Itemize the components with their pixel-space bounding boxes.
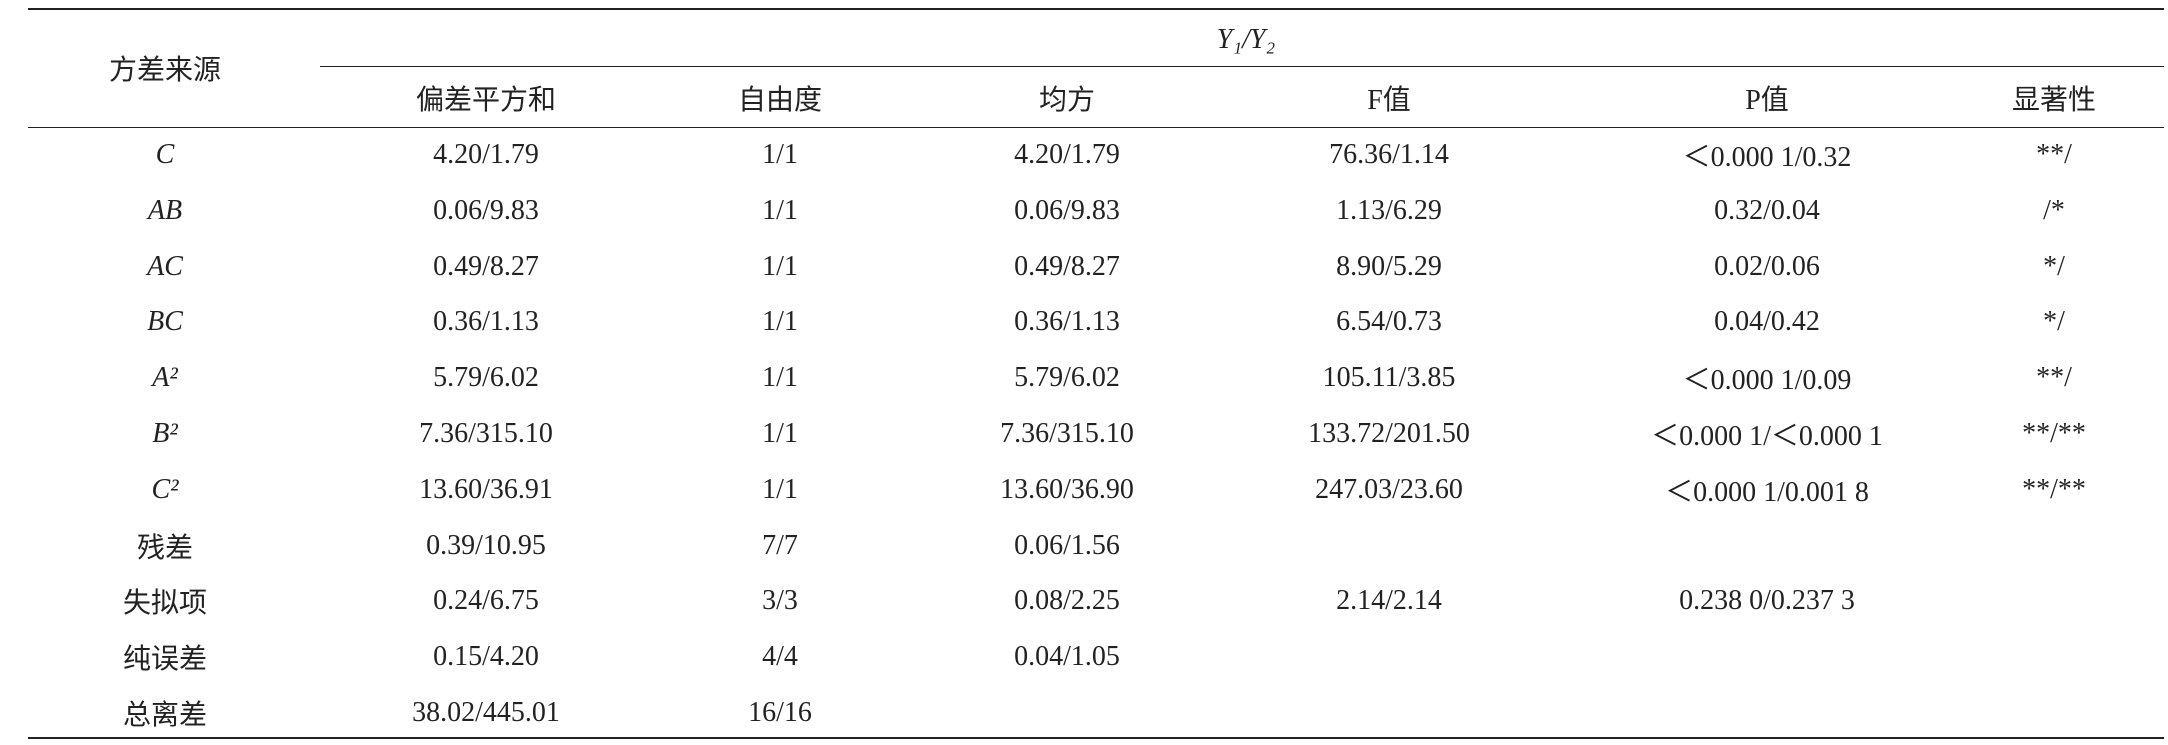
cell-value: 0.36/1.13 <box>1014 306 1120 338</box>
cell-value: 13.60/36.91 <box>419 473 553 505</box>
group-rule <box>320 66 2164 67</box>
row-label: B² <box>152 418 178 449</box>
cell-value: 4/4 <box>762 641 798 673</box>
column-header: 显著性 <box>2011 85 2097 116</box>
cell-value: 0.04/1.05 <box>1014 641 1120 673</box>
cell-value: 0.06/9.83 <box>1014 194 1120 226</box>
cell-value: 1/1 <box>762 473 798 505</box>
cell-value: 1.13/6.29 <box>1336 194 1442 226</box>
cell-value: 0.49/8.27 <box>1014 250 1120 282</box>
cell-value: 0.24/6.75 <box>433 585 539 617</box>
cell-value: 8.90/5.29 <box>1336 250 1442 282</box>
row-label: C <box>155 139 175 170</box>
cell-value: 247.03/23.60 <box>1315 473 1463 505</box>
row-label: C² <box>151 473 179 505</box>
cell-value: 5.79/6.02 <box>433 362 539 394</box>
column-header: F值 <box>1367 85 1411 116</box>
column-header: P值 <box>1745 85 1789 116</box>
cell-value: ＜0.000 1/0.09 <box>1682 365 1852 397</box>
header-rule <box>28 127 2164 128</box>
cell-value: 16/16 <box>748 697 812 728</box>
cell-value: 1/1 <box>762 418 798 449</box>
row-label: AB <box>147 194 183 226</box>
cell-value: **/** <box>2022 473 2086 505</box>
row-label: 总离差 <box>122 700 208 731</box>
cell-value: 0.39/10.95 <box>426 529 546 561</box>
cell-value: 1/1 <box>762 362 798 394</box>
cell-value: 4.20/1.79 <box>1014 139 1120 170</box>
row-label: 残差 <box>136 532 194 564</box>
row-label: BC <box>147 306 183 338</box>
row-label: 纯误差 <box>122 644 208 676</box>
cell-value: */ <box>2043 250 2065 282</box>
cell-value: */ <box>2043 306 2065 338</box>
cell-value: 133.72/201.50 <box>1308 418 1470 449</box>
cell-value: /* <box>2043 194 2065 226</box>
cell-value: 0.02/0.06 <box>1714 250 1820 282</box>
source-header: 方差来源 <box>108 55 222 86</box>
cell-value: 76.36/1.14 <box>1329 139 1449 170</box>
cell-value: 7.36/315.10 <box>1000 418 1134 449</box>
cell-value: 1/1 <box>762 306 798 338</box>
cell-value: 3/3 <box>762 585 798 617</box>
cell-value: 0.49/8.27 <box>433 250 539 282</box>
cell-value: 13.60/36.90 <box>1000 473 1134 505</box>
cell-value: 0.32/0.04 <box>1714 194 1820 226</box>
cell-value: ＜0.000 1/0.001 8 <box>1665 476 1869 508</box>
cell-value: 0.238 0/0.237 3 <box>1679 585 1855 617</box>
cell-value: 1/1 <box>762 250 798 282</box>
top-rule <box>28 8 2164 10</box>
row-label: AC <box>147 250 183 282</box>
column-header: 自由度 <box>737 85 823 116</box>
cell-value: 105.11/3.85 <box>1322 362 1456 394</box>
row-label: 失拟项 <box>122 588 208 620</box>
cell-value: 2.14/2.14 <box>1336 585 1442 617</box>
cell-value: ＜0.000 1/0.32 <box>1682 142 1852 173</box>
row-label: A² <box>152 362 178 394</box>
cell-value: **/ <box>2036 139 2072 170</box>
cell-value: 1/1 <box>762 194 798 226</box>
cell-value: 0.08/2.25 <box>1014 585 1120 617</box>
cell-value: 4.20/1.79 <box>433 139 539 170</box>
cell-value: 0.04/0.42 <box>1714 306 1820 338</box>
cell-value: 1/1 <box>762 139 798 170</box>
group-header: Y₁/Y₂ <box>1216 24 1276 55</box>
cell-value: 7/7 <box>762 529 798 561</box>
cell-value: **/ <box>2036 362 2072 394</box>
cell-value: 0.36/1.13 <box>433 306 539 338</box>
cell-value: 38.02/445.01 <box>412 697 560 728</box>
cell-value: ＜0.000 1/＜0.000 1 <box>1651 421 1883 452</box>
column-header: 均方 <box>1038 85 1096 116</box>
cell-value: 7.36/315.10 <box>419 418 553 449</box>
bottom-rule <box>28 737 2164 739</box>
cell-value: 0.06/9.83 <box>433 194 539 226</box>
column-header: 偏差平方和 <box>415 85 557 116</box>
cell-value: 5.79/6.02 <box>1014 362 1120 394</box>
cell-value: 0.06/1.56 <box>1014 529 1120 561</box>
cell-value: **/** <box>2022 418 2086 449</box>
cell-value: 6.54/0.73 <box>1336 306 1442 338</box>
cell-value: 0.15/4.20 <box>433 641 539 673</box>
